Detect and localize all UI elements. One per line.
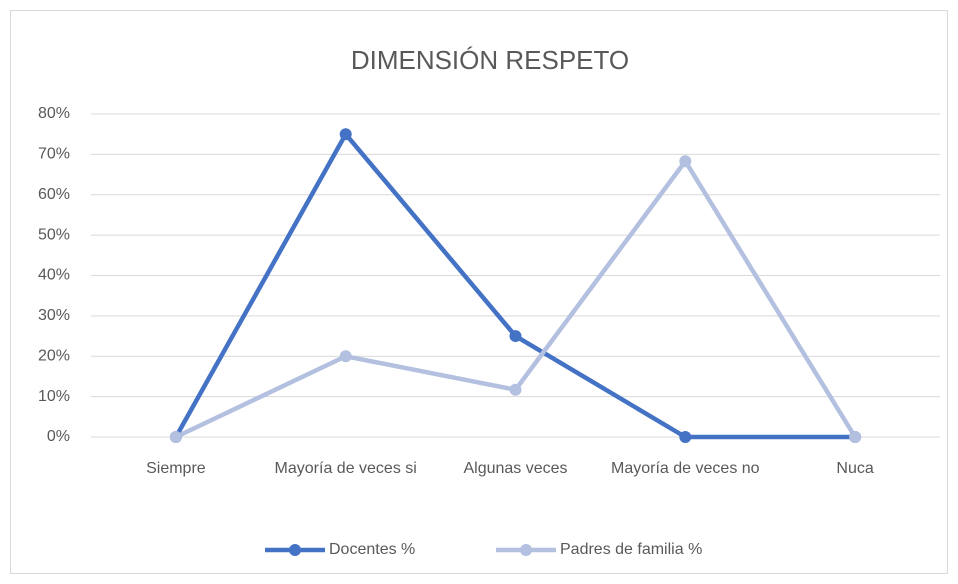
y-tick-label: 50%	[38, 226, 70, 243]
y-tick-label: 10%	[38, 388, 70, 405]
legend-label: Padres de familia %	[560, 541, 702, 558]
x-tick-label: Nuca	[836, 460, 874, 477]
chart-title: DIMENSIÓN RESPETO	[351, 45, 629, 75]
y-tick-label: 20%	[38, 347, 70, 364]
point	[509, 383, 522, 396]
y-tick-label: 60%	[38, 186, 70, 203]
point	[169, 431, 182, 443]
x-tick-label: Siempre	[146, 460, 206, 477]
y-tick-label: 70%	[38, 146, 70, 163]
point	[339, 350, 352, 363]
point	[339, 128, 352, 141]
y-tick-label: 80%	[38, 105, 70, 122]
y-tick-label: 0%	[47, 428, 70, 445]
x-tick-label: Mayoría de veces no	[611, 460, 760, 477]
point	[679, 155, 692, 168]
point	[849, 431, 862, 443]
y-tick-label: 40%	[38, 267, 70, 284]
point	[679, 431, 692, 443]
x-tick-label: Mayoría de veces si	[274, 460, 417, 477]
legend-marker	[520, 544, 532, 556]
x-tick-label: Algunas veces	[463, 460, 568, 477]
y-tick-label: 30%	[38, 307, 70, 324]
legend-marker	[289, 544, 301, 556]
legend-label: Docentes %	[329, 541, 415, 558]
point	[509, 330, 522, 343]
